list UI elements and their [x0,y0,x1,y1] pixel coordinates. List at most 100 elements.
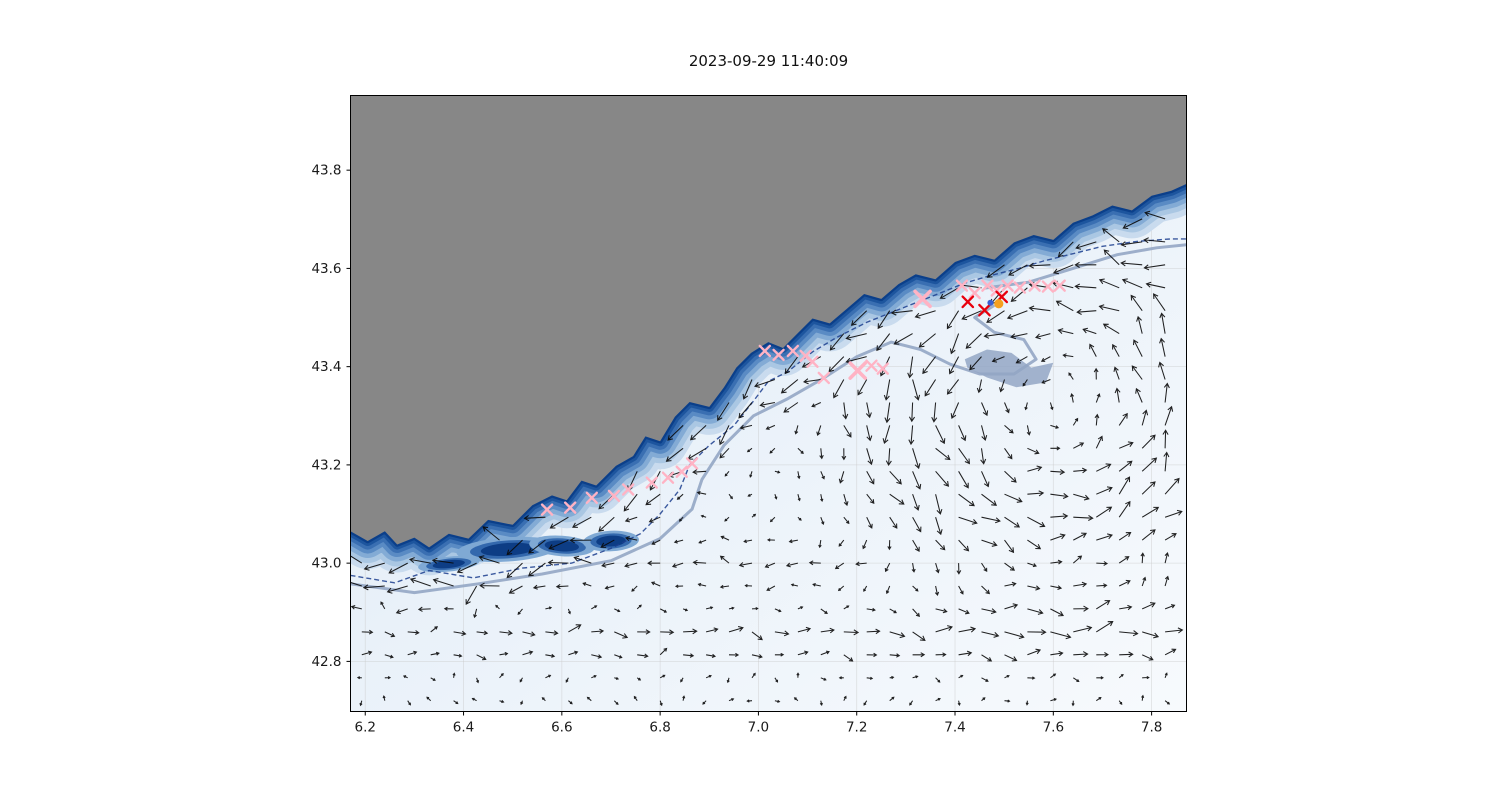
quiver-arrow [591,628,605,634]
drifter-markers [540,279,1066,516]
quiver-arrow [909,700,914,706]
quiver-arrow [1158,361,1166,380]
quiver-arrow [912,631,926,641]
quiver-arrow [790,583,799,587]
quiver-arrow [935,494,943,515]
quiver-arrow [746,699,753,703]
quiver-arrow [866,493,875,504]
quiver-arrow [402,675,408,679]
quiver-arrow [527,562,546,577]
quiver-arrow [912,675,919,679]
quiver-arrow [395,608,408,615]
quiver-arrow [912,494,920,511]
quiver-arrow [885,448,892,467]
quiver-arrow [1096,697,1102,702]
quiver-arrow [1131,365,1143,380]
quiver-arrow [1075,241,1097,250]
quiver-arrow [866,652,878,658]
quiver-arrow [692,469,707,475]
quiver-arrow [384,676,392,680]
quiver-arrow [1141,694,1145,701]
quiver-arrow [1027,490,1045,497]
quiver-arrow [728,698,735,702]
quiver-arrow [1141,576,1147,587]
quiver-arrow [362,584,385,591]
quiver-arrow [1024,402,1028,411]
y-tick-label: 42.8 [311,654,341,670]
quiver-arrow [506,539,523,556]
quiver-arrow [1073,651,1089,658]
x-tick-label: 6.2 [355,720,376,736]
quiver-arrow [981,654,993,662]
quiver-arrow [819,448,824,460]
quiver-arrow [476,654,487,661]
quiver-arrow [949,333,960,355]
quiver-arrow [586,696,592,702]
quiver-arrow [453,653,463,658]
quiver-arrow [1010,287,1028,302]
quiver-arrow [739,424,753,430]
quiver-arrow [430,626,438,633]
quiver-arrow [958,650,973,657]
quiver-arrow [407,650,418,656]
quiver-arrow [965,333,982,349]
quiver-arrow [820,471,825,480]
quiver-arrow [1022,379,1028,387]
quiver-arrow [697,582,707,587]
quiver-arrow [794,425,799,435]
quiver-arrow [958,447,970,465]
quiver-arrow [1074,261,1097,268]
quiver-arrow [1118,556,1130,564]
quiver-arrow [1096,676,1104,680]
quiver-arrow [986,310,1005,323]
quiver-arrow [820,494,824,503]
red-x-marker [961,295,975,309]
quiver-arrow [1027,539,1042,550]
quiver-arrow [676,493,684,500]
quiver-arrow [838,471,845,484]
quiver-arrow [1027,585,1041,591]
quiver-arrow [637,653,649,659]
quiver-arrow [499,673,504,679]
quiver-arrow [545,674,552,679]
quiver-arrow [935,517,943,536]
quiver-arrow [1027,629,1047,636]
quiver-arrow [705,674,712,679]
island [480,542,535,557]
quiver-arrow [833,379,845,399]
quiver-arrow [545,653,556,658]
quiver-arrow [808,560,821,566]
quiver-arrow [568,700,573,705]
quiver-arrow [1052,264,1074,275]
quiver-arrow [1050,446,1061,451]
quiver-arrow [865,402,872,419]
quiver-arrow [981,677,989,682]
quiver-arrow [522,650,534,656]
quiver-arrow [1073,605,1089,612]
slate-contour [984,243,1187,290]
quiver-arrow [912,471,922,490]
quiver-arrow [659,674,666,679]
blue-dot-marker [987,299,994,306]
pink-x-marker [661,471,675,484]
quiver-arrow [726,677,730,684]
quiver-arrow [1096,486,1113,495]
quiver-arrow [889,493,905,505]
quiver-arrow [624,562,638,568]
quiver-arrow [1027,516,1046,528]
quiver-arrow [408,557,431,564]
quiver-arrow [843,695,847,701]
quiver-arrow [532,584,546,590]
quiver-arrow [912,539,920,552]
quiver-arrow [572,516,592,528]
quiver-arrow [1145,281,1166,289]
quiver-arrow [948,356,960,375]
quiver-arrow [645,493,661,506]
quiver-arrow [918,333,936,348]
quiver-arrow [499,651,509,656]
quiver-arrow [430,677,436,681]
quiver-arrow [1050,533,1066,541]
quiver-arrow [1050,631,1072,640]
y-tick-label: 43.0 [311,556,341,572]
quiver-arrow [636,604,642,610]
